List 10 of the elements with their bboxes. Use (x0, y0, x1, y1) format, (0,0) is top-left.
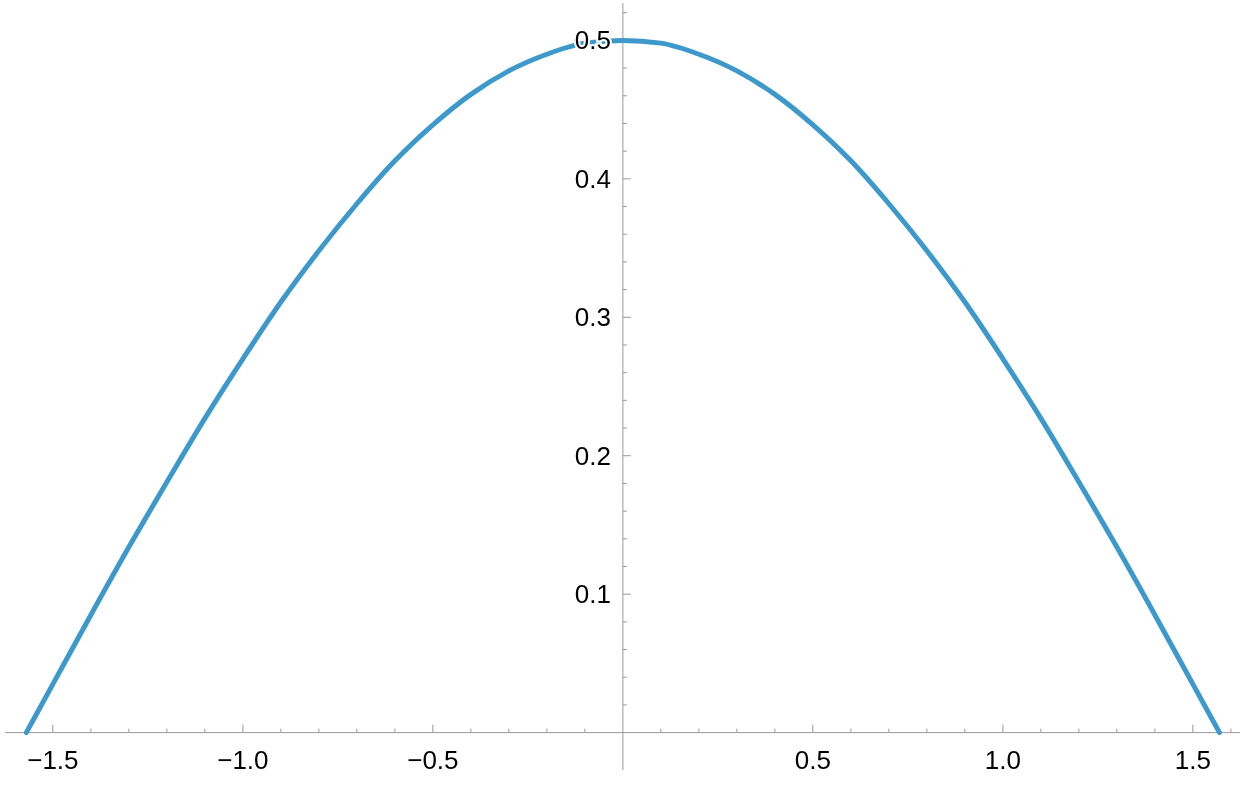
x-tick-label: 1.5 (1174, 744, 1211, 775)
y-tick-label: 0.3 (574, 302, 611, 333)
x-tick-label: −1.5 (27, 744, 79, 775)
y-tick-label: 0.2 (574, 440, 611, 471)
x-tick-label: 0.5 (794, 744, 831, 775)
x-tick-label: −0.5 (407, 744, 459, 775)
y-tick-label: 0.4 (574, 163, 611, 194)
x-tick-label: 1.0 (984, 744, 1021, 775)
x-tick-label: −1.0 (217, 744, 269, 775)
y-tick-label: 0.1 (574, 579, 611, 610)
